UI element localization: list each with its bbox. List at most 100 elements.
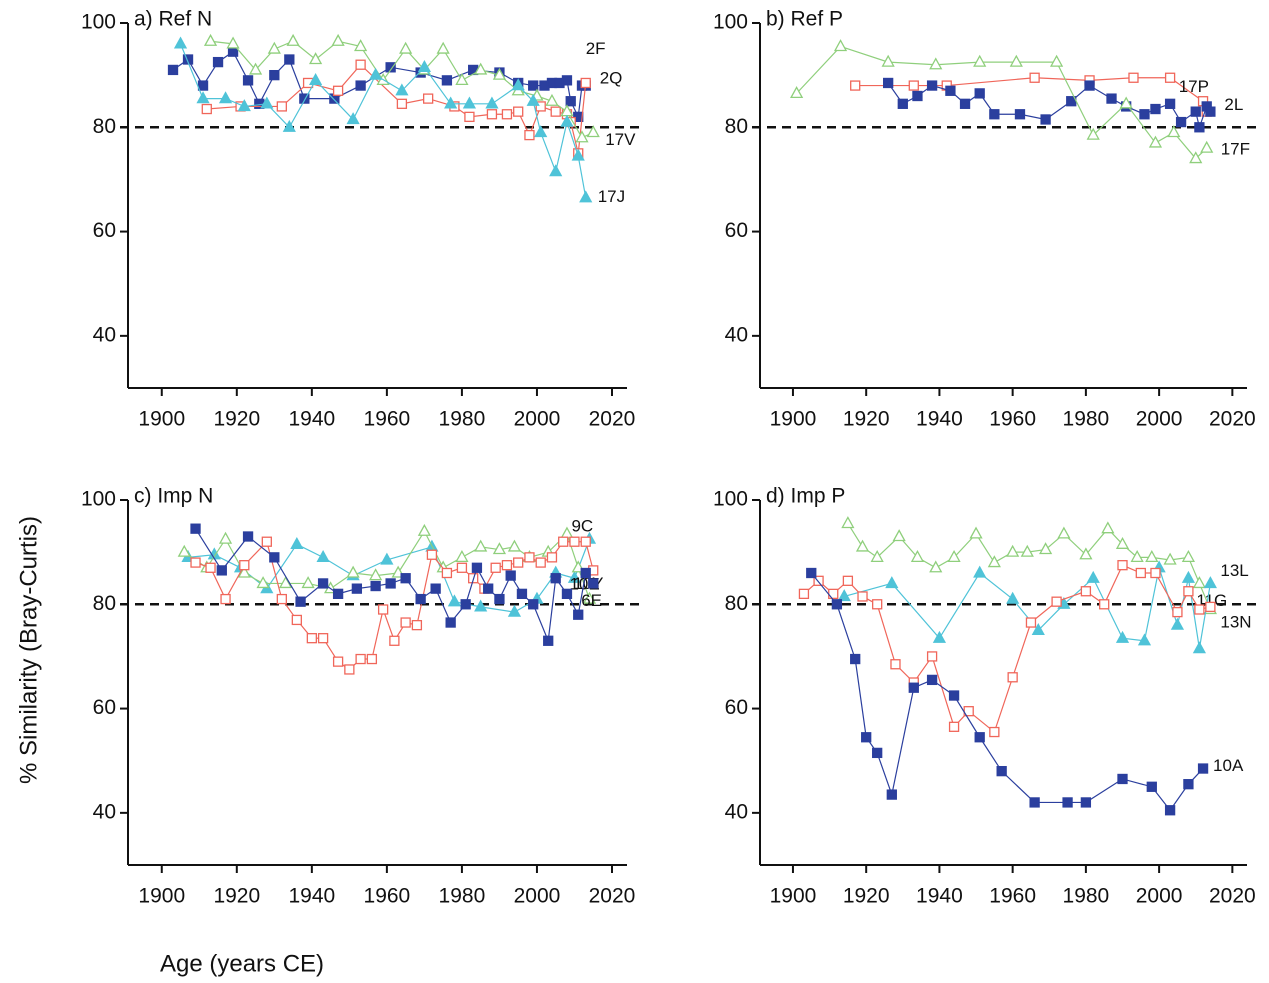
marker	[1080, 586, 1092, 597]
marker	[1079, 547, 1093, 560]
marker	[167, 64, 179, 76]
marker	[1192, 576, 1206, 589]
y-tick-label: 80	[725, 592, 748, 615]
marker	[567, 570, 582, 583]
marker	[355, 59, 366, 70]
marker	[558, 536, 569, 547]
series-label: 9C	[571, 517, 593, 536]
marker	[897, 98, 908, 109]
marker	[474, 62, 488, 75]
marker	[301, 576, 315, 589]
series-label: 13N	[1220, 612, 1251, 631]
marker	[317, 578, 329, 589]
panel-title: b) Ref P	[766, 8, 843, 31]
marker	[1190, 106, 1201, 117]
x-tick-label: 2000	[514, 885, 561, 908]
marker	[926, 651, 938, 662]
x-tick-label: 2020	[1209, 885, 1256, 908]
marker	[441, 567, 453, 579]
marker	[380, 552, 394, 565]
marker	[316, 550, 330, 563]
marker	[1164, 805, 1176, 816]
series-line	[810, 572, 1204, 812]
marker	[286, 33, 300, 46]
marker	[1183, 586, 1194, 597]
marker	[908, 80, 919, 91]
series-line	[887, 82, 1211, 130]
marker	[1194, 604, 1205, 615]
x-tick-label: 1900	[138, 408, 185, 431]
marker	[415, 593, 426, 605]
marker	[226, 36, 240, 49]
marker	[483, 583, 494, 594]
series-line	[796, 45, 1208, 160]
marker	[996, 765, 1007, 777]
marker	[1145, 550, 1159, 563]
marker	[417, 59, 431, 72]
marker	[1029, 797, 1040, 808]
marker	[1150, 567, 1161, 579]
marker	[456, 562, 468, 573]
marker	[1137, 633, 1152, 646]
x-tick-label: 1940	[288, 885, 335, 908]
panel-title: c) Imp N	[134, 485, 213, 508]
marker	[201, 103, 212, 115]
marker	[197, 80, 209, 91]
marker	[423, 93, 434, 104]
y-tick-label: 80	[725, 115, 748, 138]
marker	[396, 98, 408, 109]
marker	[389, 635, 400, 646]
marker	[1150, 103, 1161, 115]
series-label: 6E	[581, 591, 602, 610]
marker	[385, 578, 396, 589]
marker	[850, 80, 861, 91]
marker	[1175, 116, 1187, 128]
marker	[1039, 542, 1053, 555]
marker	[227, 46, 239, 57]
x-tick-label: 1960	[364, 408, 411, 431]
x-tick-label: 1960	[989, 885, 1036, 908]
series-label: 17V	[605, 130, 636, 149]
x-tick-label: 1920	[843, 885, 890, 908]
marker	[929, 57, 943, 70]
y-tick-label: 40	[725, 323, 748, 346]
marker	[524, 552, 535, 563]
marker	[1080, 797, 1092, 808]
marker	[1164, 72, 1176, 83]
marker	[580, 536, 591, 547]
marker	[332, 656, 344, 667]
x-tick-label: 1900	[138, 885, 185, 908]
marker	[1086, 127, 1100, 140]
marker	[569, 536, 580, 547]
x-tick-label: 1980	[1063, 408, 1110, 431]
marker	[261, 536, 272, 547]
marker	[534, 125, 548, 138]
marker	[855, 539, 870, 552]
x-tick-label: 1900	[770, 885, 817, 908]
marker	[1031, 623, 1045, 636]
marker	[212, 56, 224, 68]
marker	[1119, 96, 1133, 109]
marker	[926, 80, 938, 91]
x-tick-label: 1940	[916, 885, 963, 908]
x-tick-label: 1900	[770, 408, 817, 431]
marker	[535, 101, 546, 112]
marker	[910, 550, 925, 563]
marker	[462, 96, 477, 109]
marker	[177, 544, 191, 557]
marker	[1197, 763, 1209, 774]
marker	[369, 67, 383, 80]
marker	[588, 578, 599, 589]
marker	[1192, 641, 1206, 654]
marker	[513, 557, 524, 568]
marker	[173, 36, 188, 49]
marker	[1040, 114, 1051, 125]
marker	[870, 550, 884, 563]
marker	[282, 119, 296, 132]
marker	[1205, 106, 1216, 117]
marker	[1115, 630, 1130, 643]
panel-title: a) Ref N	[134, 8, 212, 31]
marker	[973, 565, 987, 578]
x-tick-label: 1980	[439, 408, 486, 431]
